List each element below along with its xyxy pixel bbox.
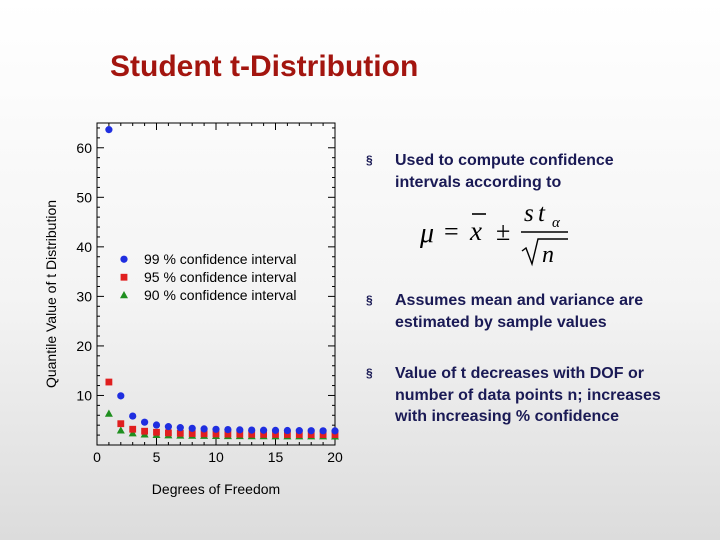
x-tick-label: 5 — [153, 449, 161, 465]
data-point — [212, 425, 220, 433]
slide-title: Student t-Distribution — [110, 50, 419, 83]
data-point — [105, 126, 113, 134]
data-point — [188, 424, 196, 432]
bullet-text: Value of t decreases with DOF or number … — [395, 365, 661, 425]
data-point — [165, 429, 172, 437]
data-point — [260, 426, 268, 434]
bullet-marker: § — [366, 153, 373, 167]
data-point — [319, 431, 327, 439]
data-point — [224, 425, 232, 434]
bullet-text: Used to compute confidence intervals acc… — [395, 152, 614, 191]
data-point — [117, 392, 125, 400]
data-point — [295, 427, 303, 435]
formula-mu: μ — [419, 218, 434, 249]
data-point — [236, 426, 244, 434]
data-point — [141, 427, 148, 435]
data-point — [129, 425, 137, 433]
data-point — [141, 418, 149, 426]
y-tick-label: 50 — [76, 189, 92, 205]
bullet-item: § Used to compute confidence intervals a… — [366, 150, 675, 193]
data-point — [152, 421, 161, 429]
data-point — [331, 431, 339, 439]
x-tick-label: 20 — [327, 449, 343, 465]
data-point — [153, 428, 160, 436]
legend-label: 90 % confidence interval — [144, 287, 297, 303]
t-distribution-chart: 0 5 10 15 20 10 20 30 40 50 60 Degrees of Freedom Qu… — [43, 122, 343, 497]
y-tick-label: 30 — [76, 288, 92, 304]
data-point — [307, 427, 315, 435]
data-point — [248, 430, 256, 438]
data-point — [319, 427, 327, 435]
data-point — [272, 431, 279, 438]
y-tick-label: 60 — [76, 140, 92, 156]
formula-n: n — [542, 242, 554, 268]
x-axis-label: Degrees of Freedom — [152, 481, 280, 497]
x-tick-label: 15 — [268, 449, 284, 465]
y-axis-label: Quantile Value of t Distribution — [43, 200, 59, 388]
legend-marker — [120, 273, 128, 281]
legend-label: 95 % confidence interval — [144, 269, 297, 285]
formula-s: s — [524, 200, 534, 227]
y-tick-label: 40 — [76, 239, 92, 255]
data-point — [129, 412, 137, 420]
data-point — [128, 429, 137, 437]
formula-alpha: α — [552, 215, 561, 231]
legend-marker — [120, 291, 128, 299]
data-point — [271, 426, 280, 434]
legend-marker — [120, 255, 128, 263]
formula-equals: = — [444, 217, 459, 246]
data-point — [164, 423, 172, 431]
y-tick-label: 20 — [76, 338, 92, 354]
data-point — [176, 429, 184, 437]
confidence-interval-formula: μ = x ± s t α n — [419, 200, 568, 268]
data-point — [117, 420, 125, 428]
data-point — [200, 430, 208, 438]
data-point — [188, 430, 196, 437]
data-point — [260, 430, 267, 438]
data-point — [224, 430, 232, 438]
bullet-marker: § — [366, 366, 373, 380]
x-tick-label: 10 — [208, 449, 224, 465]
data-point — [295, 431, 303, 438]
sqrt-sign — [521, 238, 568, 267]
data-point — [307, 431, 315, 438]
formula-xbar: x — [469, 216, 482, 246]
data-point — [236, 430, 244, 438]
data-point — [116, 426, 125, 434]
data-point — [283, 426, 291, 435]
data-point — [212, 430, 220, 438]
formula-t: t — [538, 200, 546, 227]
x-tick-label: 0 — [93, 449, 101, 465]
data-point — [200, 425, 208, 433]
data-point — [284, 431, 291, 438]
formula-plusminus: ± — [496, 217, 510, 246]
data-point — [104, 409, 113, 417]
bullet-text: Assumes mean and variance are estimated … — [395, 292, 644, 331]
bullet-marker: § — [366, 293, 373, 307]
data-point — [176, 424, 184, 432]
data-point — [331, 427, 339, 435]
y-tick-label: 10 — [76, 387, 92, 403]
legend-label: 99 % confidence interval — [144, 251, 297, 267]
data-point — [105, 378, 113, 386]
bullet-item: § Assumes mean and variance are estimate… — [366, 290, 675, 333]
data-point — [248, 426, 256, 434]
bullet-item: § Value of t decreases with DOF or numbe… — [366, 363, 675, 428]
